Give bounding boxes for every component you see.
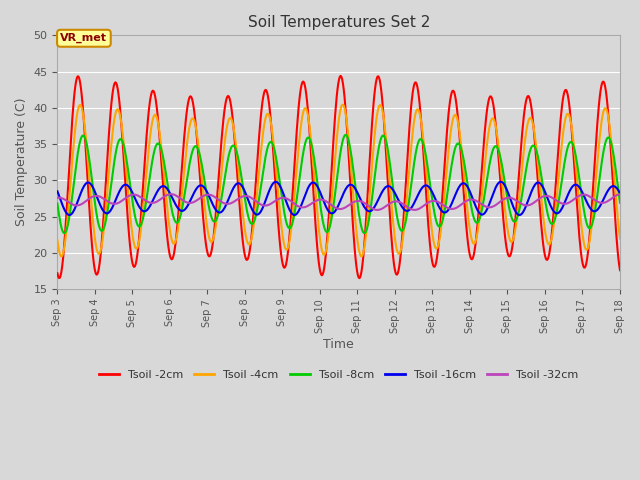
Tsoil -2cm <box>425 232 433 238</box>
Tsoil -16cm <box>616 190 624 196</box>
Tsoil -16cm <box>209 201 216 206</box>
Line: Tsoil -2cm: Tsoil -2cm <box>58 76 620 278</box>
X-axis label: Time: Time <box>323 338 354 351</box>
Tsoil -4cm <box>409 130 417 135</box>
Tsoil -4cm <box>54 238 61 243</box>
Tsoil -8cm <box>122 155 130 161</box>
Tsoil -16cm <box>425 184 433 190</box>
Legend: Tsoil -2cm, Tsoil -4cm, Tsoil -8cm, Tsoil -16cm, Tsoil -32cm: Tsoil -2cm, Tsoil -4cm, Tsoil -8cm, Tsoi… <box>95 366 582 384</box>
Tsoil -32cm <box>409 207 417 213</box>
Tsoil -2cm <box>409 90 417 96</box>
Line: Tsoil -4cm: Tsoil -4cm <box>58 105 620 256</box>
Tsoil -8cm <box>342 132 349 138</box>
Tsoil -32cm <box>425 199 433 205</box>
Y-axis label: Soil Temperature (C): Soil Temperature (C) <box>15 98 28 227</box>
Tsoil -32cm <box>616 192 624 197</box>
Tsoil -32cm <box>54 195 61 201</box>
Tsoil -16cm <box>409 203 417 209</box>
Tsoil -16cm <box>291 212 298 218</box>
Tsoil -32cm <box>209 193 217 199</box>
Tsoil -2cm <box>54 270 61 276</box>
Tsoil -4cm <box>180 176 188 182</box>
Tsoil -8cm <box>61 230 68 236</box>
Tsoil -2cm <box>337 73 344 79</box>
Line: Tsoil -32cm: Tsoil -32cm <box>58 194 620 210</box>
Tsoil -16cm <box>122 182 129 188</box>
Tsoil -16cm <box>54 189 61 194</box>
Tsoil -4cm <box>209 237 217 242</box>
Tsoil -16cm <box>272 179 280 185</box>
Tsoil -8cm <box>409 171 417 177</box>
Tsoil -32cm <box>374 207 381 213</box>
Tsoil -8cm <box>180 199 188 204</box>
Tsoil -4cm <box>425 201 433 206</box>
Text: VR_met: VR_met <box>60 33 108 43</box>
Tsoil -8cm <box>616 200 624 205</box>
Tsoil -32cm <box>167 191 175 197</box>
Tsoil -4cm <box>339 102 347 108</box>
Tsoil -2cm <box>209 243 216 249</box>
Tsoil -16cm <box>179 208 186 214</box>
Tsoil -4cm <box>58 253 65 259</box>
Tsoil -8cm <box>209 218 217 224</box>
Tsoil -2cm <box>122 182 129 188</box>
Title: Soil Temperatures Set 2: Soil Temperatures Set 2 <box>248 15 430 30</box>
Tsoil -8cm <box>54 201 61 206</box>
Tsoil -8cm <box>65 219 72 225</box>
Tsoil -2cm <box>616 267 624 273</box>
Tsoil -4cm <box>122 169 130 175</box>
Tsoil -32cm <box>64 199 72 204</box>
Tsoil -2cm <box>356 276 364 281</box>
Tsoil -16cm <box>64 211 72 217</box>
Tsoil -4cm <box>65 207 72 213</box>
Tsoil -2cm <box>179 155 186 160</box>
Line: Tsoil -16cm: Tsoil -16cm <box>58 182 620 215</box>
Tsoil -32cm <box>122 195 129 201</box>
Tsoil -32cm <box>180 198 188 204</box>
Line: Tsoil -8cm: Tsoil -8cm <box>58 135 620 233</box>
Tsoil -4cm <box>616 236 624 241</box>
Tsoil -8cm <box>425 174 433 180</box>
Tsoil -2cm <box>64 192 72 198</box>
